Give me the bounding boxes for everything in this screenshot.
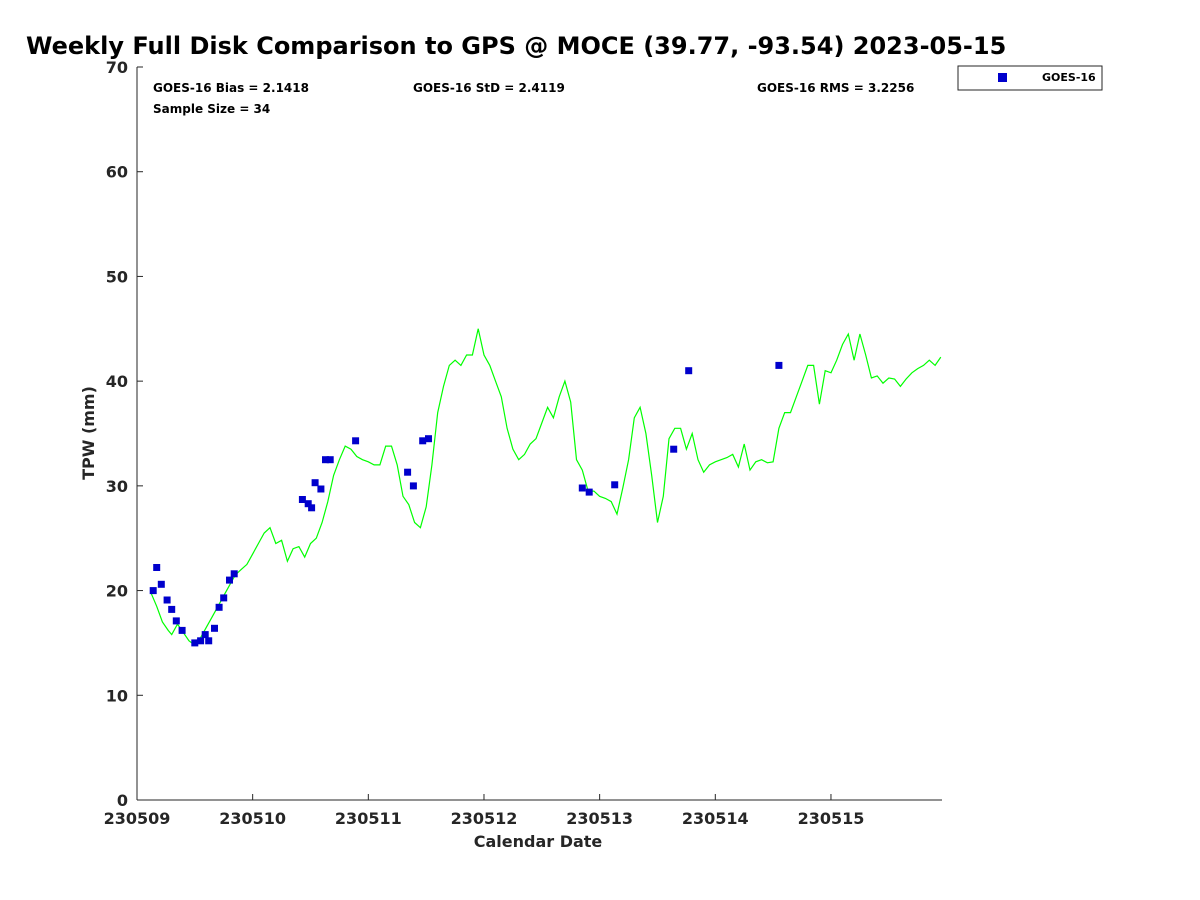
goes16-point	[685, 367, 693, 375]
goes16-point	[304, 500, 312, 508]
goes16-point	[172, 617, 180, 625]
x-ticks: 230509 230510 230511 230512 230513 230514 2305…	[104, 794, 865, 828]
y-tick-label: 20	[106, 582, 128, 601]
goes16-point	[157, 580, 165, 588]
goes16-point	[352, 437, 360, 445]
x-tick-label: 230511	[335, 809, 402, 828]
legend-label: GOES-16	[1042, 71, 1096, 84]
y-tick-label: 50	[106, 267, 128, 286]
goes16-point	[317, 485, 325, 493]
goes16-point	[425, 435, 432, 443]
y-ticks: 0 10 20 30 40 50 60 70	[106, 58, 143, 810]
y-tick-label: 70	[106, 58, 128, 77]
x-tick-label: 230512	[451, 809, 518, 828]
y-tick-label: 40	[106, 372, 128, 391]
goes16-point	[226, 576, 233, 584]
y-tick-label: 60	[106, 163, 128, 182]
goes16-point	[153, 564, 161, 571]
goes16-point	[585, 488, 593, 496]
goes16-point	[230, 570, 238, 578]
sample-size-stat: Sample Size = 34	[153, 102, 270, 116]
x-tick-label: 230510	[219, 809, 286, 828]
bias-stat: GOES-16 Bias = 2.1418	[153, 81, 309, 95]
goes16-point	[163, 596, 171, 604]
series-layer	[149, 328, 942, 647]
rms-stat: GOES-16 RMS = 3.2256	[757, 81, 914, 95]
goes16-point	[201, 631, 209, 639]
goes16-point	[149, 587, 157, 595]
y-axis-label: TPW (mm)	[79, 386, 98, 480]
goes16-point	[419, 437, 427, 445]
x-tick-label: 230515	[798, 809, 865, 828]
goes16-point	[211, 624, 218, 632]
y-tick-label: 0	[117, 791, 128, 810]
goes16-point	[197, 637, 205, 645]
gps-line	[150, 328, 942, 646]
goes16-point	[611, 481, 619, 489]
goes16-point	[404, 468, 412, 476]
chart-title: Weekly Full Disk Comparison to GPS @ MOC…	[26, 32, 1006, 60]
goes16-point	[220, 594, 228, 602]
goes16-point	[670, 445, 678, 453]
goes16-point	[308, 504, 316, 512]
goes16-point	[215, 603, 223, 611]
y-tick-label: 30	[106, 477, 128, 496]
goes16-point	[191, 639, 199, 647]
goes16-point	[326, 456, 334, 464]
y-tick-label: 10	[106, 686, 128, 705]
goes16-point	[409, 482, 417, 490]
legend: GOES-16	[957, 65, 1103, 91]
legend-box	[957, 65, 1103, 91]
goes16-point	[178, 626, 186, 634]
plot-area	[137, 67, 942, 800]
goes16-point	[322, 456, 329, 464]
legend-marker	[998, 73, 1007, 82]
x-axis-label: Calendar Date	[474, 832, 603, 851]
x-tick-label: 230514	[682, 809, 749, 828]
goes16-point	[578, 484, 586, 492]
std-stat: GOES-16 StD = 2.4119	[413, 81, 565, 95]
goes16-point	[205, 637, 213, 645]
goes16-point	[168, 605, 176, 613]
x-tick-label: 230513	[566, 809, 633, 828]
goes16-point	[298, 496, 306, 503]
goes16-point	[775, 361, 783, 369]
x-tick-label: 230509	[104, 809, 171, 828]
axes	[136, 67, 942, 801]
goes16-point	[311, 479, 319, 487]
